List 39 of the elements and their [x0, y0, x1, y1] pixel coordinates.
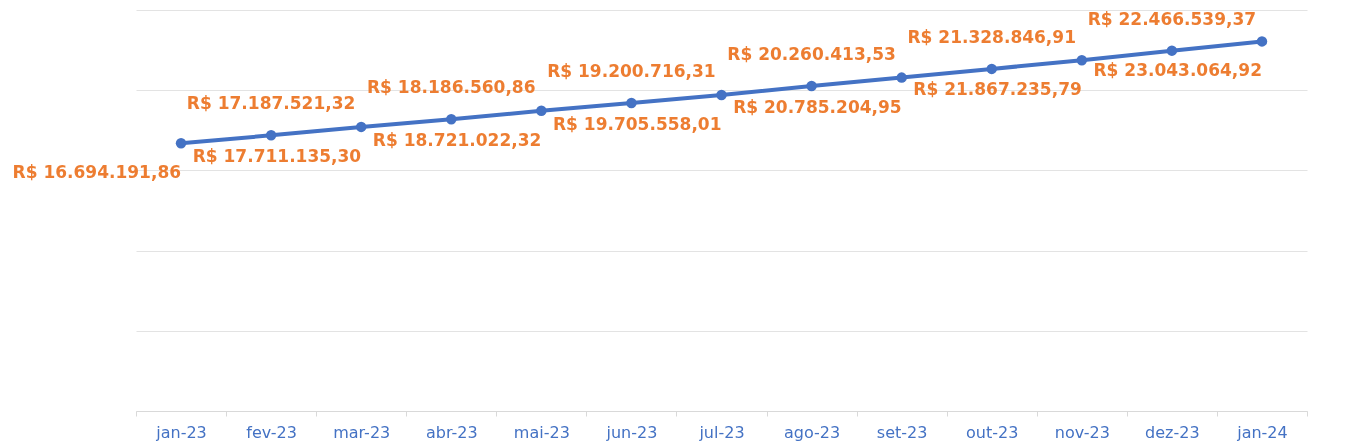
- point: [1166, 45, 1178, 56]
- x-tick-label: dez-23: [1145, 422, 1200, 442]
- x-tick-label: jun-23: [605, 422, 658, 442]
- x-tick-label: mai-23: [513, 422, 570, 442]
- point: [716, 89, 727, 101]
- point: [446, 114, 457, 125]
- x-tick-label: fev-23: [246, 422, 297, 442]
- x-tick-label: ago-23: [783, 422, 841, 442]
- x-tick-label: out-23: [966, 422, 1019, 442]
- data-label: R$ 21.867.235,79: [913, 79, 1082, 100]
- point: [986, 63, 997, 75]
- point: [1076, 55, 1088, 66]
- data-label: R$ 20.785.204,95: [733, 96, 902, 117]
- data-label: R$ 17.711.135,30: [192, 145, 362, 166]
- x-tick-label: mar-23: [333, 422, 391, 442]
- data-label: R$ 22.466.539,37: [1087, 8, 1257, 29]
- data-label: R$ 18.721.022,32: [372, 129, 542, 150]
- point: [265, 130, 277, 141]
- data-label: R$ 19.705.558,01: [553, 113, 722, 134]
- data-label: R$ 16.694.191,86: [12, 162, 182, 183]
- data-label: R$ 18.186.560,86: [367, 77, 536, 98]
- point: [806, 80, 817, 92]
- x-tick-label: nov-23: [1054, 422, 1110, 442]
- data-label: R$ 19.200.716,31: [547, 61, 716, 82]
- x-tick-label: abr-23: [425, 422, 478, 442]
- x-tick-label: set-23: [876, 422, 928, 442]
- data-label: R$ 17.187.521,32: [186, 93, 356, 114]
- x-tick-label: jan-23: [155, 422, 207, 442]
- point: [1256, 36, 1268, 47]
- data-label: R$ 20.260.413,53: [727, 44, 896, 65]
- point: [626, 97, 637, 109]
- x-tick-label: jul-23: [698, 422, 745, 442]
- point: [355, 121, 367, 133]
- point: [175, 137, 187, 149]
- data-label: R$ 21.328.846,91: [907, 26, 1076, 47]
- point: [536, 105, 547, 116]
- data-label: R$ 23.043.064,92: [1093, 60, 1262, 81]
- point: [896, 72, 907, 83]
- x-tick-label: jan-24: [1236, 422, 1288, 442]
